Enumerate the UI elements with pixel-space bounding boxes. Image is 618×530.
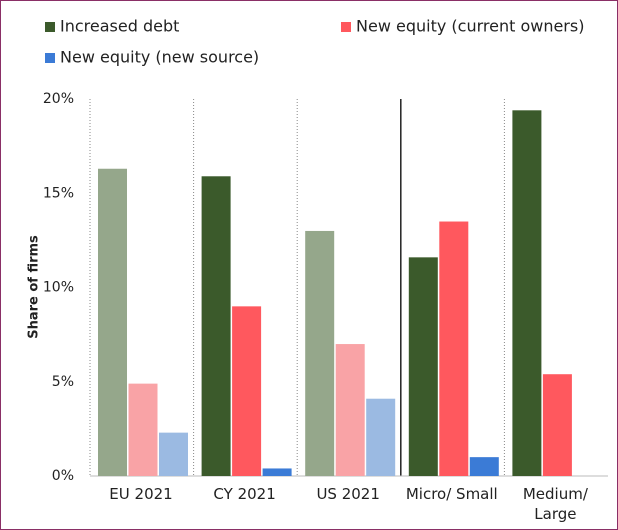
bar xyxy=(408,257,438,476)
legend-swatch xyxy=(45,53,55,63)
legend-swatch xyxy=(341,22,351,32)
y-tick-label: 20% xyxy=(43,91,74,107)
y-axis-label: Share of firms xyxy=(27,235,42,339)
x-tick-label: Medium/ Large xyxy=(522,485,588,523)
bar xyxy=(469,457,499,476)
bar xyxy=(542,374,572,476)
bar xyxy=(335,344,365,476)
legend-label: New equity (current owners) xyxy=(356,17,584,36)
bar xyxy=(512,110,542,476)
x-tick-label: Micro/ Small xyxy=(405,485,498,503)
bar xyxy=(128,383,158,476)
x-tick-label: CY 2021 xyxy=(213,485,276,503)
bar xyxy=(262,468,292,476)
bar xyxy=(98,168,127,476)
bar xyxy=(305,230,335,476)
bar xyxy=(159,432,188,476)
bar xyxy=(366,398,396,476)
y-tick-label: 10% xyxy=(43,280,74,296)
bar xyxy=(201,176,231,476)
y-tick-label: 0% xyxy=(52,468,74,484)
y-tick-label: 5% xyxy=(52,374,74,390)
x-tick-label: US 2021 xyxy=(316,485,380,503)
legend-label: New equity (new source) xyxy=(60,48,259,67)
legend-label: Increased debt xyxy=(60,17,179,36)
bar xyxy=(439,221,469,476)
bar xyxy=(232,306,262,476)
y-tick-label: 15% xyxy=(43,185,74,201)
legend-swatch xyxy=(45,22,55,32)
x-tick-label: EU 2021 xyxy=(109,485,173,503)
